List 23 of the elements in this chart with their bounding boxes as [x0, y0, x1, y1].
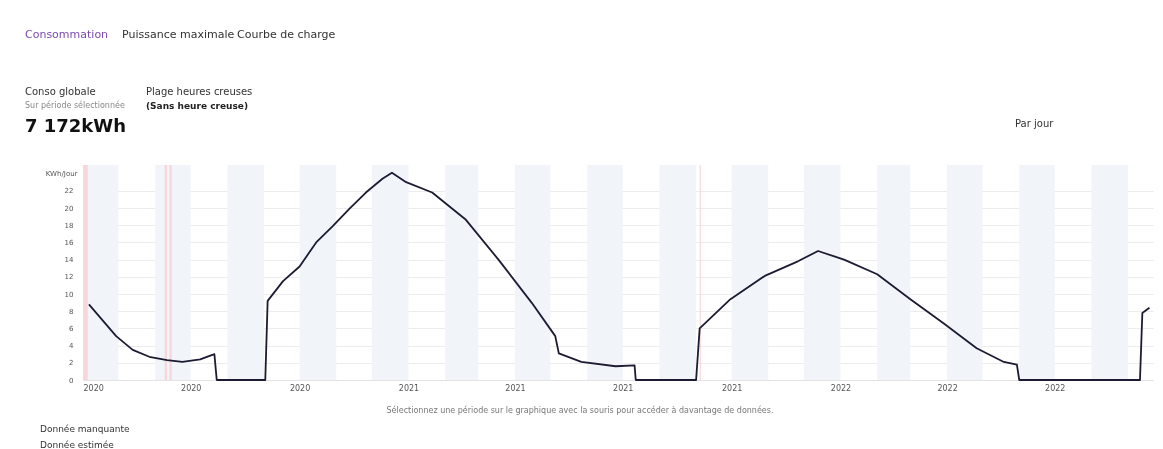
text: Donnée manquante — [40, 424, 130, 434]
x-tick-label: 2020 — [181, 383, 202, 393]
x-tick-label: 2022 — [937, 383, 958, 393]
x-tick-label: 2021 — [613, 383, 634, 393]
text: Consommation — [25, 28, 109, 41]
x-tick-label: 2022 — [1045, 383, 1066, 393]
text: 7 172kWh — [25, 115, 127, 136]
x-tick-label: 2021 — [721, 383, 743, 393]
x-tick-label: 2020 — [289, 383, 311, 393]
text: Donnée estimée — [40, 440, 115, 449]
x-tick-label: 2021 — [505, 383, 526, 393]
text: Plage heures creuses — [146, 86, 253, 97]
text: (Sans heure creuse) — [146, 101, 249, 111]
line-series — [88, 171, 1151, 381]
text: Conso globale — [25, 86, 96, 97]
x-tick-label: 2021 — [398, 383, 420, 393]
x-tick-label: 2020 — [83, 383, 104, 393]
x-tick-label: 2022 — [830, 383, 852, 393]
text: Sur période sélectionnée — [25, 100, 125, 110]
text: Courbe de charge — [237, 28, 336, 41]
text: Par jour — [1015, 118, 1055, 129]
text: Puissance maximale — [122, 28, 235, 41]
text: Sélectionnez une période sur le graphique avec la souris pour accéder à davantage de données. — [386, 405, 774, 415]
